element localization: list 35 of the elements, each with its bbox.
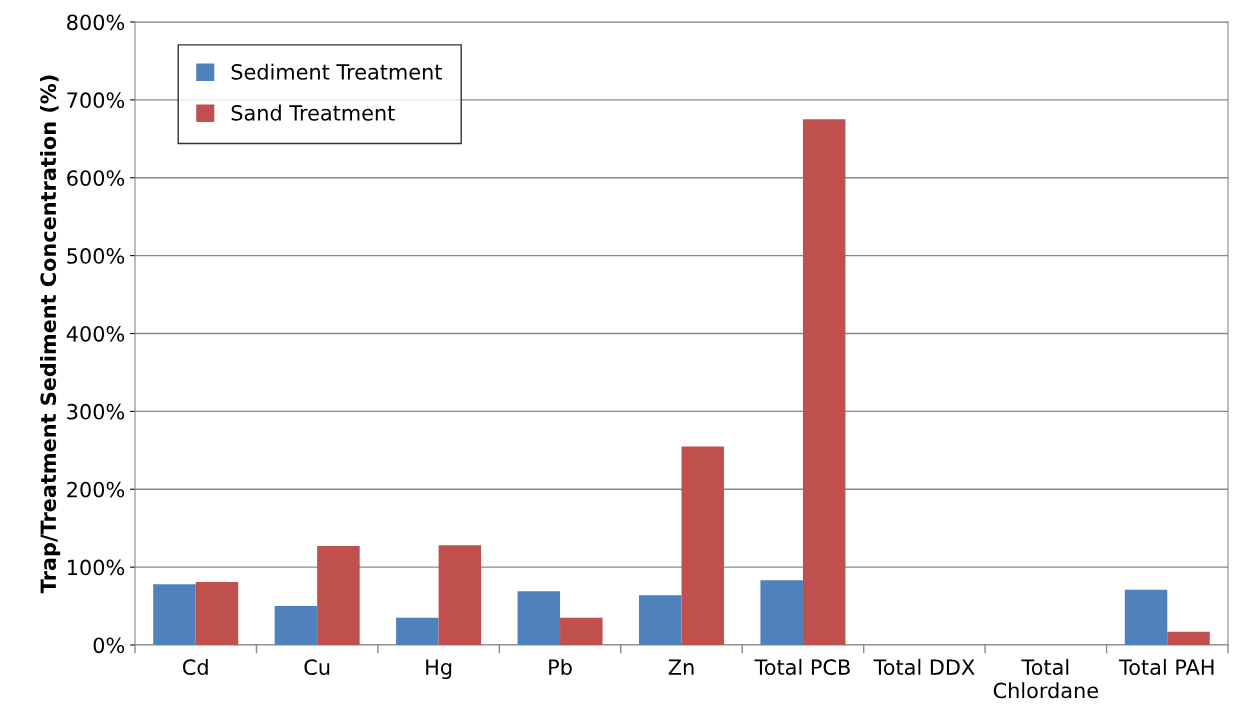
x-tick-label: Total DDX (873, 658, 975, 676)
bar (438, 545, 482, 645)
x-tick-label: Hg (426, 659, 452, 680)
bar (1167, 631, 1210, 645)
y-tick-label: 200% (67, 481, 125, 498)
bar (802, 119, 846, 645)
bar (396, 617, 439, 645)
y-tick-label: 600% (67, 170, 125, 186)
y-tick-label: 700% (67, 92, 125, 109)
x-tick-label: Total PCB (754, 658, 850, 676)
bar (560, 617, 603, 645)
y-tick-label: 400% (66, 325, 125, 342)
x-tick-label: Cd (183, 658, 208, 676)
x-tick-label: Cu (304, 659, 330, 676)
y-tick-label: 500% (67, 248, 125, 264)
bar (274, 606, 318, 645)
y-tick-label: 100% (68, 559, 125, 576)
y-tick-label: 800% (67, 14, 125, 31)
x-tick-label: Pb (549, 658, 572, 676)
y-tick-label: 300% (67, 403, 125, 420)
bar (195, 581, 239, 645)
bar (317, 546, 360, 645)
bar (153, 584, 196, 645)
bar (681, 446, 725, 645)
bar (760, 580, 803, 645)
bar (517, 591, 561, 645)
x-tick-label: Total Chlordane (993, 658, 1098, 699)
x-tick-label: Total PAH (1119, 658, 1214, 676)
legend-label: Sand Treatment (231, 104, 395, 121)
bar (638, 595, 682, 645)
x-tick-label: Zn (668, 659, 694, 675)
y-axis-title: Trap/Treatment Sediment Concentration (%) (40, 75, 61, 594)
legend-label: Sediment Treatment (231, 63, 442, 80)
bar (1124, 589, 1168, 645)
y-tick-label: 0% (93, 637, 125, 654)
